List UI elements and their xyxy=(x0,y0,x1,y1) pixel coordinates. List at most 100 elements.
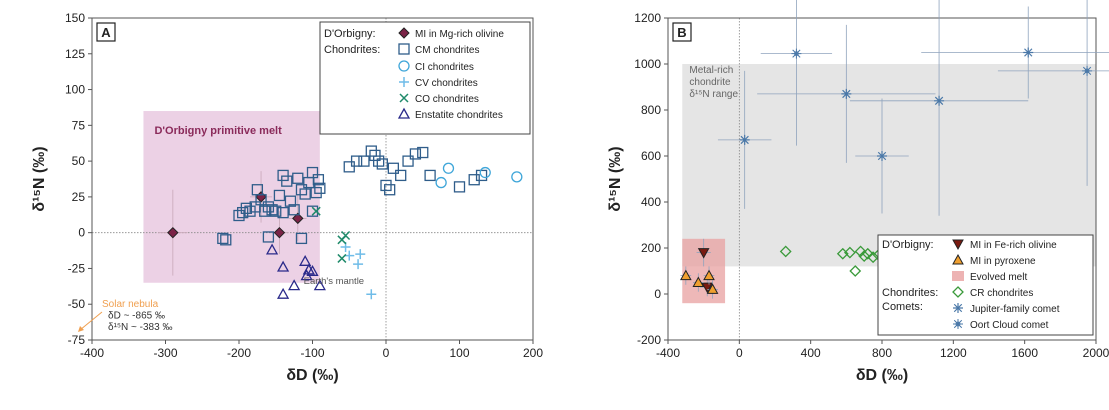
data-point xyxy=(284,195,297,207)
data-point-core xyxy=(794,51,799,57)
metal-rich-range-label: Metal-rich chondrite δ¹⁵N range xyxy=(689,65,738,100)
legend: D'Orbigny: Chondrites: MI in Mg-rich olivi… xyxy=(319,21,531,135)
data-point xyxy=(409,148,422,160)
metal-rich-chondrite-region xyxy=(682,64,1096,267)
data-point xyxy=(276,260,290,272)
legend-group-label: D'Orbigny: xyxy=(324,28,376,40)
y-tick-label: 200 xyxy=(641,241,661,255)
data-point xyxy=(262,201,275,213)
data-point xyxy=(217,232,229,245)
data-point xyxy=(376,158,388,170)
solar-nebula-arrowhead xyxy=(78,326,84,332)
data-point xyxy=(292,172,304,184)
data-point xyxy=(877,151,887,161)
data-point xyxy=(791,48,802,59)
data-point-core xyxy=(1084,68,1090,74)
data-point xyxy=(273,189,286,202)
x-axis-title: δD (‰) xyxy=(856,367,908,384)
metal-rich-range-line: Metal-rich xyxy=(689,65,733,76)
data-point xyxy=(341,230,351,241)
data-point xyxy=(867,251,880,264)
legend-box xyxy=(319,21,531,135)
x-tick-label: 1200 xyxy=(940,346,967,360)
x-tick-label: -200 xyxy=(227,346,251,360)
data-point xyxy=(277,169,289,182)
data-point xyxy=(372,155,385,167)
y-tick-label: -75 xyxy=(68,333,86,347)
y-tick-label: 1000 xyxy=(634,57,661,71)
data-point xyxy=(861,247,874,260)
x-tick-label: 1600 xyxy=(1011,346,1038,360)
y-tick-label: 125 xyxy=(65,47,85,61)
legend-entry: MI in Mg-rich olivine xyxy=(415,29,504,40)
metal-rich-range-line: δ¹⁵N range xyxy=(689,89,738,100)
data-point xyxy=(511,171,523,183)
legend-marker xyxy=(398,27,410,39)
x-tick-label: 200 xyxy=(523,346,543,360)
y-tick-label: -50 xyxy=(68,297,86,311)
y-tick-label: 0 xyxy=(654,287,661,301)
legend-entry: CO chondrites xyxy=(415,94,479,105)
panel-label: A xyxy=(101,25,111,40)
solar-nebula-dn: δ¹⁵N ~ -383 ‰ xyxy=(108,322,172,333)
data-point xyxy=(417,146,429,159)
panel-a-chart: -400 -300 -200 -100 0 100 200 -75 -50 -25 0 25 50 75 1… xyxy=(31,11,543,384)
x-tick-label: -400 xyxy=(656,346,680,360)
y-tick-label: 150 xyxy=(65,11,85,25)
data-point xyxy=(295,232,308,245)
data-point xyxy=(259,205,271,217)
legend-group-label: Chondrites: xyxy=(324,44,380,56)
legend-entry: CM chondrites xyxy=(415,45,479,56)
legend-marker xyxy=(398,43,410,55)
data-point xyxy=(841,88,852,99)
data-point xyxy=(255,194,267,206)
data-point xyxy=(706,283,719,294)
legend-marker xyxy=(399,77,409,87)
panel-label: B xyxy=(677,25,686,40)
metal-rich-range-line: chondrite xyxy=(689,77,731,88)
data-point xyxy=(384,184,396,196)
data-point xyxy=(292,212,304,225)
data-point xyxy=(353,259,364,270)
data-point xyxy=(703,269,715,281)
data-point xyxy=(311,206,321,216)
data-point xyxy=(233,209,245,222)
data-point xyxy=(858,250,871,262)
data-point xyxy=(779,245,792,258)
legend-marker xyxy=(953,303,963,313)
data-point xyxy=(167,226,179,239)
data-point xyxy=(262,231,275,243)
data-point xyxy=(366,289,377,300)
x-tick-label: 0 xyxy=(736,346,743,360)
series-mi-in-pyroxene xyxy=(679,266,719,299)
legend-entry: Jupiter-family comet xyxy=(970,304,1060,315)
data-point xyxy=(270,205,282,217)
data-point xyxy=(288,279,301,291)
series-cv-chondrites xyxy=(340,241,377,300)
x-tick-label: 0 xyxy=(383,346,390,360)
data-point xyxy=(266,204,278,216)
x-tick-label: 800 xyxy=(872,346,892,360)
y-tick-label: -200 xyxy=(637,333,661,347)
legend-marker xyxy=(952,239,964,251)
data-point xyxy=(306,205,319,217)
y-tick-label: 400 xyxy=(641,195,661,209)
legend-marker xyxy=(953,319,963,329)
data-point xyxy=(365,145,377,157)
series-ci-chondrites xyxy=(435,162,523,189)
series-cm-chondrites xyxy=(217,145,488,246)
data-point xyxy=(277,206,289,219)
data-point xyxy=(306,264,319,276)
legend-marker-evolved-melt xyxy=(952,271,964,281)
data-point xyxy=(343,161,355,173)
data-point xyxy=(240,202,253,214)
solar-nebula-arrow xyxy=(79,311,103,331)
data-point xyxy=(337,253,347,263)
data-point xyxy=(442,162,455,174)
data-point xyxy=(934,95,945,106)
data-point xyxy=(843,246,856,259)
panel-label-box xyxy=(96,22,116,42)
y-tick-label: 0 xyxy=(78,226,85,240)
panel-label-box xyxy=(672,22,692,42)
